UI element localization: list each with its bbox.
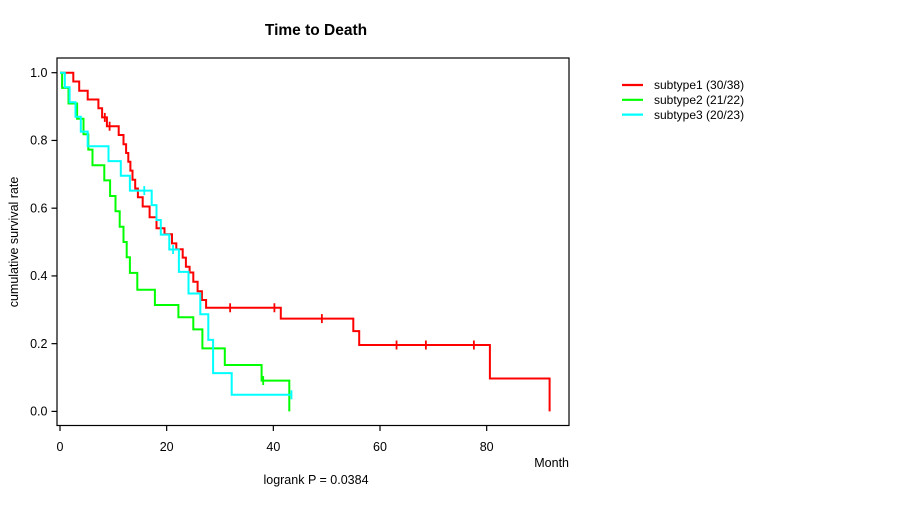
y-axis-tick-label: 0.2 bbox=[30, 337, 47, 351]
x-axis-tick-label: 80 bbox=[480, 440, 494, 454]
x-axis-tick-label: 20 bbox=[160, 440, 174, 454]
y-axis-tick-label: 1.0 bbox=[30, 66, 47, 80]
x-axis-tick-label: 60 bbox=[373, 440, 387, 454]
legend: subtype1 (30/38)subtype2 (21/22)subtype3… bbox=[622, 78, 744, 122]
y-axis-tick-label: 0.4 bbox=[30, 269, 47, 283]
logrank-annotation: logrank P = 0.0384 bbox=[263, 473, 368, 487]
y-axis-tick-label: 0.0 bbox=[30, 405, 47, 419]
y-axis-tick-label: 0.8 bbox=[30, 134, 47, 148]
survival-curve-subtype2 bbox=[60, 71, 291, 412]
y-axis-label: cumulative survival rate bbox=[7, 177, 21, 308]
legend-item: subtype3 (20/23) bbox=[622, 108, 744, 122]
legend-item: subtype1 (30/38) bbox=[622, 78, 744, 92]
x-axis-tick-label: 40 bbox=[266, 440, 280, 454]
legend-label: subtype1 (30/38) bbox=[654, 78, 744, 92]
legend-label: subtype2 (21/22) bbox=[654, 93, 744, 107]
chart-title: Time to Death bbox=[265, 22, 367, 39]
legend-label: subtype3 (20/23) bbox=[654, 108, 744, 122]
plot-box bbox=[56, 57, 570, 427]
x-axis-tick-label: 0 bbox=[57, 440, 64, 454]
y-axis-tick-label: 0.6 bbox=[30, 201, 47, 215]
survival-curves bbox=[60, 71, 551, 412]
survival-curve-subtype3 bbox=[60, 71, 292, 396]
y-axis-ticks: 0.0 0.2 0.4 0.6 0.8 1.0 bbox=[30, 66, 57, 419]
x-axis-ticks: 0 20 40 60 80 bbox=[57, 425, 494, 454]
survival-curve-subtype1 bbox=[60, 71, 551, 412]
x-axis-label: Month bbox=[534, 456, 569, 470]
legend-item: subtype2 (21/22) bbox=[622, 93, 744, 107]
